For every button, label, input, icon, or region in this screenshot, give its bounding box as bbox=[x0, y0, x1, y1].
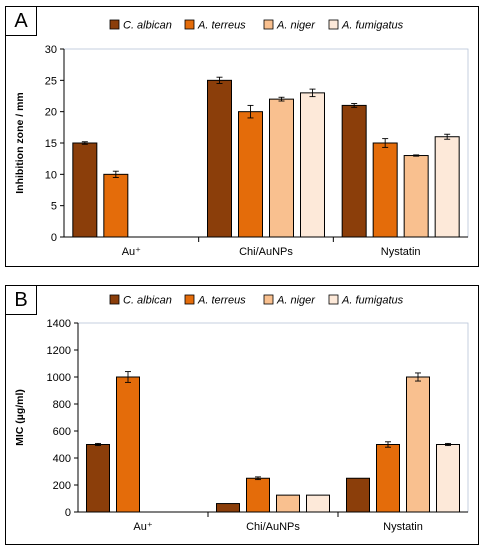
chart-b-y-tick-label-1: 200 bbox=[53, 480, 71, 492]
chart-a-legend-swatch-3 bbox=[328, 19, 339, 30]
chart-b-bar-2-1 bbox=[376, 444, 400, 513]
chart-a-legend-swatch-2 bbox=[263, 19, 274, 30]
chart-b-y-tick-label-2: 400 bbox=[53, 453, 71, 465]
panel-b-letter: B bbox=[6, 286, 37, 315]
chart-b-x-tick-label-1: Chi/AuNPs bbox=[246, 521, 300, 533]
chart-b-y-tick-label-3: 600 bbox=[53, 426, 71, 438]
chart-b-legend-label-2: A. niger bbox=[276, 295, 316, 307]
chart-b-y-tick-label-6: 1200 bbox=[47, 345, 71, 357]
chart-b-bar-2-2 bbox=[406, 376, 430, 513]
chart-b-legend-label-0: C. albican bbox=[123, 295, 172, 307]
chart-a-inhibition-zone: C. albican A. terreus A. niger A. fumigatus… bbox=[14, 19, 469, 258]
chart-a-y-tick-label-5: 25 bbox=[45, 75, 57, 87]
chart-b-bar-1-3 bbox=[306, 494, 330, 513]
chart-a-y-tick-label-2: 10 bbox=[45, 169, 57, 181]
chart-a-bar-1-2 bbox=[269, 98, 294, 238]
panel-a: A C. albican A. terreus A. niger A. fumigat… bbox=[5, 6, 479, 267]
panel-a-letter: A bbox=[6, 7, 37, 36]
chart-a-bar-1-3 bbox=[300, 92, 325, 238]
chart-b-legend-swatch-3 bbox=[328, 294, 339, 305]
chart-b-y-tick-label-0: 0 bbox=[65, 507, 71, 519]
chart-a-y-axis-label: Inhibition zone / mm bbox=[14, 92, 26, 194]
chart-a-bar-2-1 bbox=[372, 142, 398, 238]
chart-b-y-tick-label-4: 800 bbox=[53, 399, 71, 411]
chart-b-bar-1-1 bbox=[246, 477, 270, 513]
chart-a-bar-1-0 bbox=[207, 79, 232, 238]
chart-b-bar-1-0 bbox=[216, 503, 240, 513]
chart-a-y-tick-label-3: 15 bbox=[45, 138, 57, 150]
chart-b-legend-label-3: A. fumigatus bbox=[341, 295, 404, 307]
chart-a-y-tick-label-4: 20 bbox=[45, 107, 57, 119]
chart-a-bar-0-0 bbox=[72, 142, 98, 238]
chart-b-legend-swatch-2 bbox=[263, 294, 274, 305]
panel-b: B C. albican A. terreus A. niger A. fumigat… bbox=[5, 285, 479, 545]
chart-a-legend-swatch-1 bbox=[184, 19, 195, 30]
chart-a-bar-2-2 bbox=[403, 155, 429, 238]
chart-a-x-tick-label-0: Au⁺ bbox=[122, 246, 141, 258]
chart-b-mic: C. albican A. terreus A. niger A. fumigatus… bbox=[14, 294, 469, 533]
chart-b-legend-swatch-0 bbox=[109, 294, 120, 305]
chart-b-y-tick-label-5: 1000 bbox=[47, 372, 71, 384]
chart-a-y-tick-label-0: 0 bbox=[51, 232, 57, 244]
chart-a-y-tick-label-6: 30 bbox=[45, 44, 57, 56]
chart-b-bar-0-0 bbox=[86, 444, 110, 513]
chart-a-legend-label-3: A. fumigatus bbox=[341, 20, 404, 32]
chart-b-bar-1-2 bbox=[276, 494, 300, 513]
chart-a-bar-2-0 bbox=[341, 104, 367, 238]
chart-b-x-tick-label-0: Au⁺ bbox=[133, 521, 152, 533]
chart-b-y-axis-label: MIC (µg/ml) bbox=[14, 389, 26, 446]
chart-b-legend-swatch-1 bbox=[184, 294, 195, 305]
chart-a-bar-2-3 bbox=[434, 136, 460, 238]
chart-a-legend-label-1: A. terreus bbox=[197, 20, 246, 32]
chart-a-legend-swatch-0 bbox=[109, 19, 120, 30]
chart-b-legend-label-1: A. terreus bbox=[197, 295, 246, 307]
chart-a-x-tick-label-1: Chi/AuNPs bbox=[239, 246, 293, 258]
chart-b-bar-2-3 bbox=[436, 444, 460, 513]
chart-b-y-tick-label-7: 1400 bbox=[47, 318, 71, 330]
chart-b-x-tick-label-2: Nystatin bbox=[383, 521, 423, 533]
chart-a-legend-label-0: C. albican bbox=[123, 20, 172, 32]
chart-a-legend-label-2: A. niger bbox=[276, 20, 316, 32]
chart-b-bar-0-1 bbox=[116, 376, 140, 513]
chart-a-bar-0-1 bbox=[103, 173, 129, 238]
chart-a-bar-1-1 bbox=[238, 111, 263, 238]
chart-a-y-tick-label-1: 5 bbox=[51, 201, 57, 213]
chart-a-x-tick-label-2: Nystatin bbox=[381, 246, 421, 258]
chart-b-bar-2-0 bbox=[346, 477, 370, 513]
